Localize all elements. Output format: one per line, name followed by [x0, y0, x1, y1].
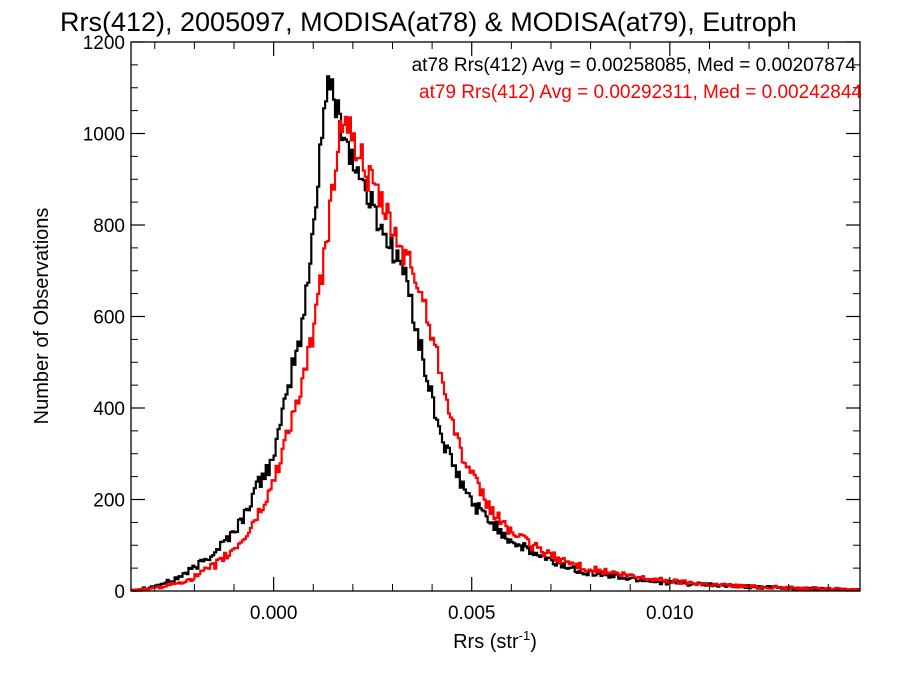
y-axis-label: Number of Observations: [31, 208, 53, 425]
x-axis-label: Rrs (str-1): [453, 628, 537, 653]
x-axis-label-superscript: -1: [519, 628, 531, 643]
series-at79-line: [131, 115, 860, 592]
series-layer: [131, 75, 860, 592]
y-tick-label: 800: [93, 216, 125, 237]
y-tick-label: 1200: [83, 33, 125, 54]
tick-layer: 0 200 400 600 800 1000 1200 0.000 0.005 0.010: [83, 33, 860, 624]
chart-title: Rrs(412), 2005097, MODISA(at78) & MODISA…: [60, 7, 797, 37]
x-tick-label: 0.000: [250, 603, 298, 624]
y-tick-label: 0: [114, 582, 125, 603]
y-tick-label: 200: [93, 491, 125, 512]
x-axis-label-close: ): [530, 631, 537, 653]
y-tick-label: 600: [93, 308, 125, 329]
y-tick-label: 400: [93, 399, 125, 420]
x-tick-label: 0.010: [646, 603, 694, 624]
series-at78-line: [131, 75, 860, 592]
stat-text-at78: at78 Rrs(412) Avg = 0.00258085, Med = 0.…: [412, 55, 857, 76]
y-tick-label: 1000: [83, 125, 125, 146]
plot-frame: [130, 41, 861, 592]
x-tick-label: 0.005: [448, 603, 496, 624]
x-axis-label-main: Rrs (str: [453, 631, 519, 653]
stat-text-at79: at79 Rrs(412) Avg = 0.00292311, Med = 0.…: [419, 82, 862, 103]
